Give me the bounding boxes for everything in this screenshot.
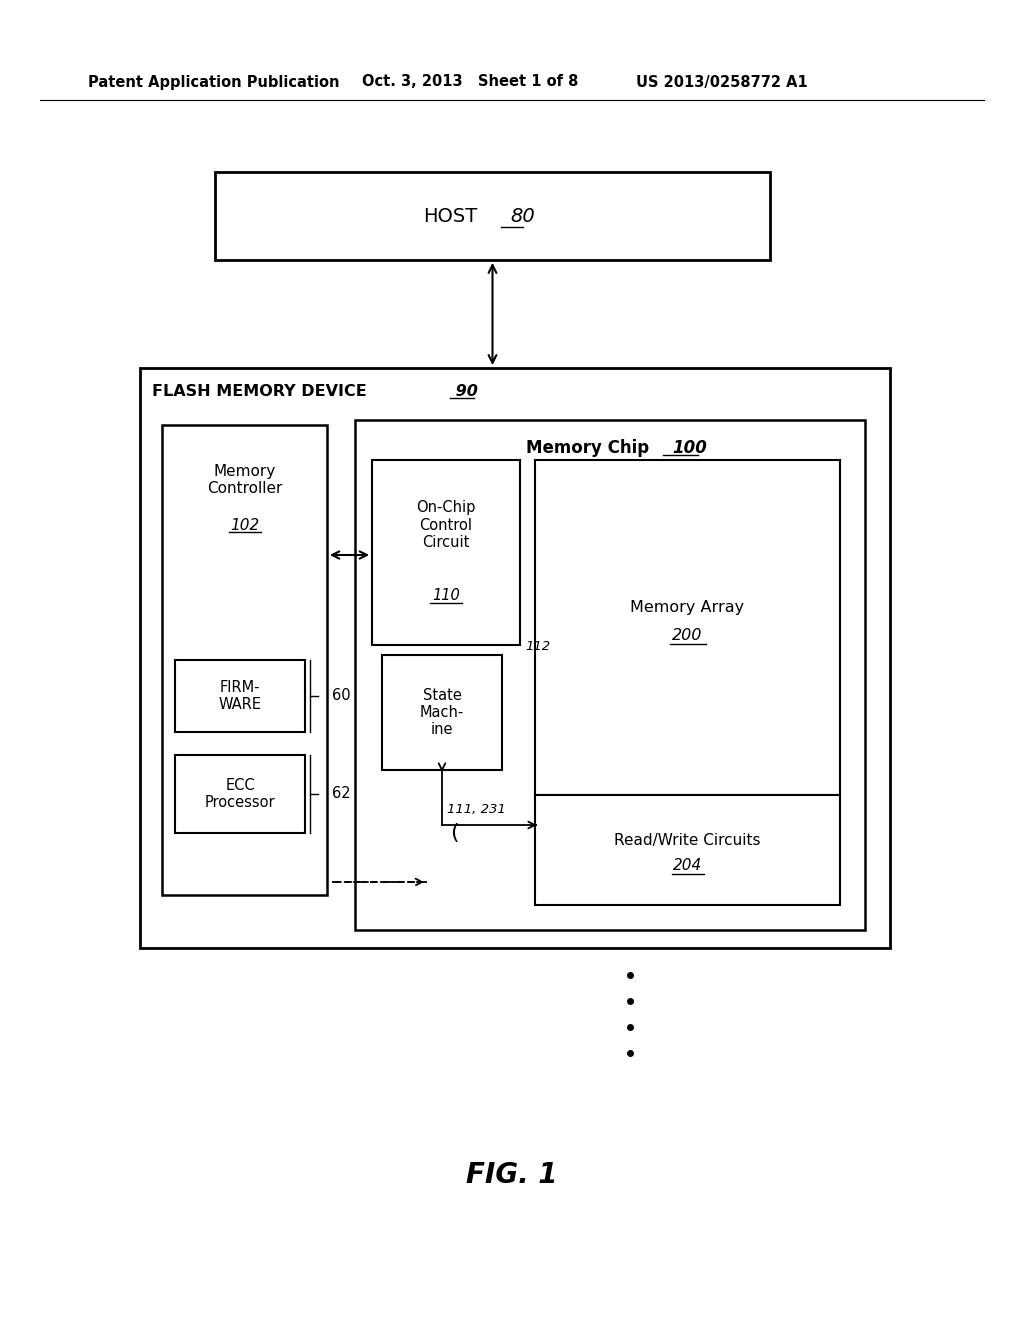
Text: 100: 100 [672,440,707,457]
Text: 112: 112 [525,640,550,653]
Text: FIG. 1: FIG. 1 [466,1162,558,1189]
Bar [175,755,305,833]
Text: 200: 200 [673,628,702,643]
Text: 62: 62 [332,787,350,801]
Text: 111, 231: 111, 231 [447,804,506,817]
Bar [535,459,840,795]
Text: HOST: HOST [423,206,477,226]
Text: Oct. 3, 2013   Sheet 1 of 8: Oct. 3, 2013 Sheet 1 of 8 [362,74,579,90]
Bar [355,420,865,931]
Text: Read/Write Circuits: Read/Write Circuits [614,833,761,847]
Text: 204: 204 [673,858,702,874]
Text: (: ( [450,822,459,843]
Bar [372,459,520,645]
Bar [140,368,890,948]
Text: Memory Chip: Memory Chip [526,440,649,457]
Text: ECC
Processor: ECC Processor [205,777,275,810]
Text: FIRM-
WARE: FIRM- WARE [218,680,261,713]
Text: US 2013/0258772 A1: US 2013/0258772 A1 [636,74,808,90]
Text: On-Chip
Control
Circuit: On-Chip Control Circuit [417,500,476,550]
Text: Memory Array: Memory Array [631,601,744,615]
Bar [535,795,840,906]
Text: Memory
Controller: Memory Controller [207,463,283,496]
Text: 60: 60 [332,689,350,704]
Text: State
Mach-
ine: State Mach- ine [420,688,464,738]
Text: 110: 110 [432,587,460,602]
Bar [175,660,305,733]
Text: 90: 90 [450,384,478,400]
Text: Patent Application Publication: Patent Application Publication [88,74,340,90]
Bar [215,172,770,260]
Text: 80: 80 [511,206,536,226]
Text: FLASH MEMORY DEVICE: FLASH MEMORY DEVICE [152,384,367,400]
Bar [162,425,327,895]
Bar [382,655,502,770]
Text: 102: 102 [229,517,259,532]
